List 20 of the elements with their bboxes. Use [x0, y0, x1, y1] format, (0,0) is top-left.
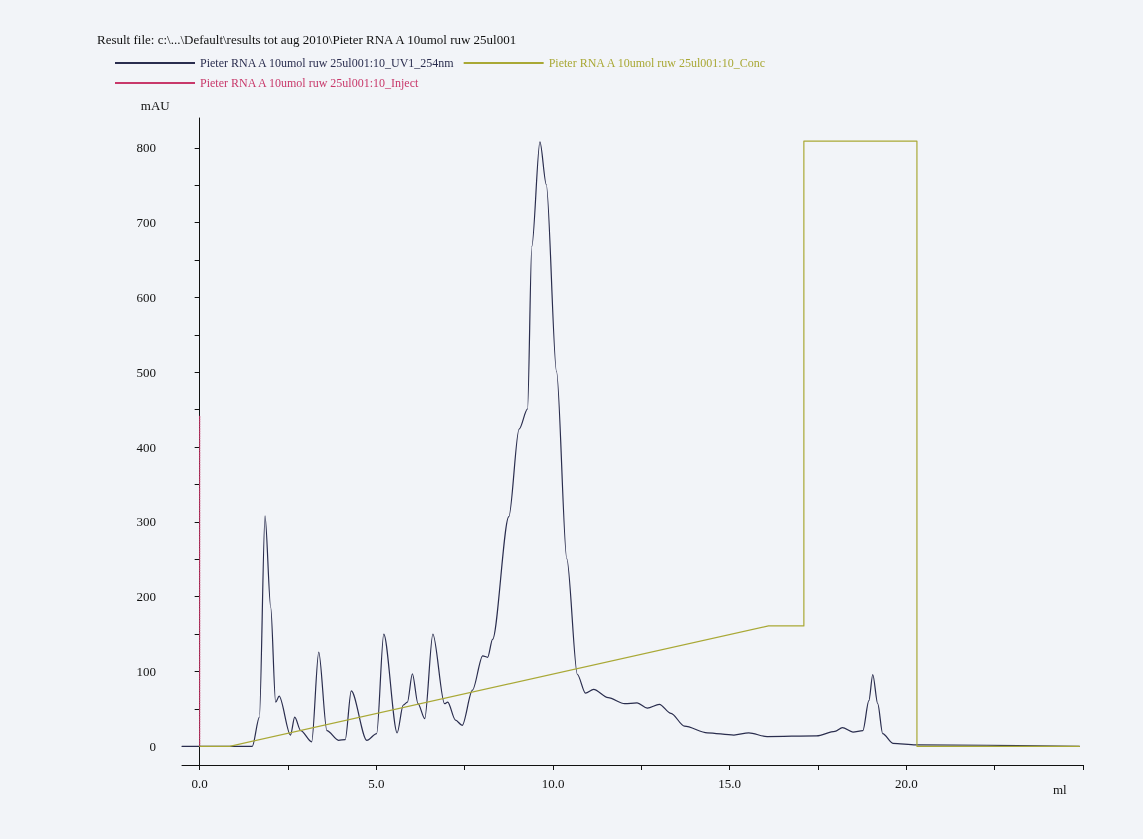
text: Pieter RNA A 10umol ruw 25ul001:10_Conc — [548, 56, 765, 70]
y-tick-label: 800 — [136, 140, 156, 156]
y-tick-label: 200 — [136, 589, 156, 605]
text: Pieter RNA A 10umol ruw 25ul001:10_Inject — [200, 76, 419, 90]
x-tick-label: 20.0 — [894, 776, 918, 791]
y-axis-title: mAU — [140, 98, 171, 113]
y-tick-label: 400 — [136, 439, 156, 455]
text: Pieter RNA A 10umol ruw 25ul001:10_UV1_254nm — [200, 56, 455, 70]
x-axis-title: ml — [1053, 782, 1068, 797]
y-tick-label: 300 — [136, 514, 156, 530]
x-tick-label: 5.0 — [368, 776, 385, 791]
x-tick-label: 10.0 — [541, 776, 565, 791]
y-tick-label: 700 — [136, 215, 156, 231]
x-tick-label: 15.0 — [718, 776, 742, 791]
x-tick-label: 0.0 — [191, 776, 208, 791]
y-tick-label: 500 — [136, 364, 156, 380]
y-tick-label: 100 — [136, 664, 156, 679]
y-tick-label: 600 — [136, 290, 156, 306]
y-tick-label: 0 — [149, 738, 156, 754]
chart-title: Result file: c:\...\Default\results tot aug 2010\Pieter RNA A 10umol ruw 25ul001 — [97, 32, 517, 47]
